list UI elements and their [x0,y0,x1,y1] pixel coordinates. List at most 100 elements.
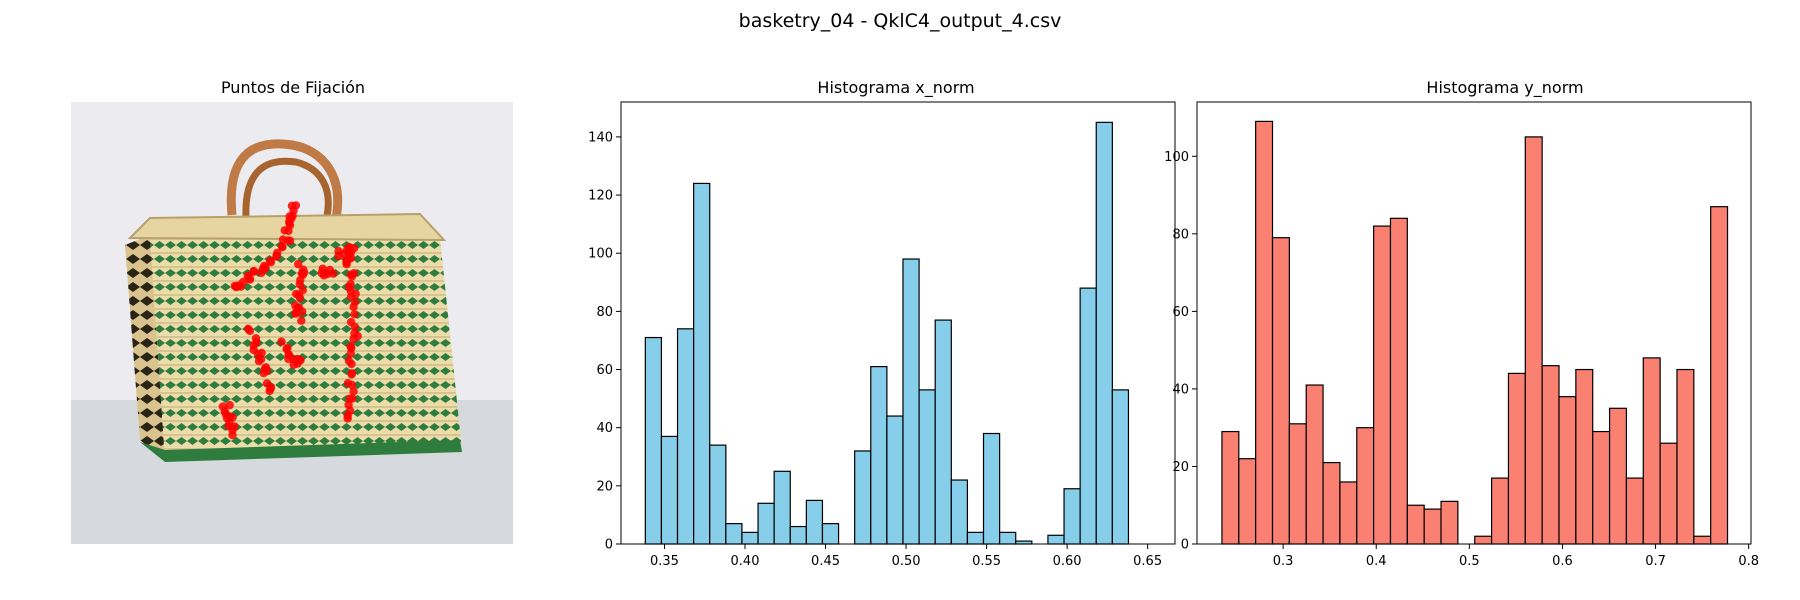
histogram-bar [902,258,920,545]
fixation-point [245,326,255,336]
x-tick-label: 0.8 [1738,554,1759,569]
histogram-bar [1373,225,1392,545]
histogram-bar [1558,396,1577,545]
histogram-bar [1490,477,1510,545]
histogram-bar [918,389,936,545]
fixation-point [296,356,305,365]
histogram-bar [821,523,840,545]
basket-handle-1 [226,139,343,219]
histogram-bar [1710,206,1729,545]
histogram-bar [982,432,1001,545]
fixation-point [294,259,303,269]
x-tick-label: 0.55 [972,554,1001,569]
y-tick-label: 20 [596,479,613,494]
histogram-bar [789,525,807,545]
x-tick-label: 0.6 [1552,554,1573,569]
histogram-bar [1541,365,1560,545]
fixation-point [225,400,234,410]
histogram-bar [999,531,1017,545]
histogram-bar [1406,504,1425,545]
plot-frame [1196,101,1752,545]
basket-photo [71,102,513,544]
fixation-point [342,256,351,266]
y-axis-ticks: 0 20 40 60 80 100 [1164,150,1197,553]
chart-title: Histograma x_norm [817,78,974,98]
histogram-bar [1676,368,1695,545]
histogram-bar [966,531,985,545]
chart-title: Histograma y_norm [1426,78,1583,98]
x-tick-label: 0.35 [650,554,679,569]
fixation-point [348,394,357,403]
histogram-bar [870,366,888,545]
fixation-point [228,430,237,440]
fixation-point [350,310,359,319]
x-axis-ticks: 0.35 0.40 0.45 0.50 0.55 0.60 0.65 [650,544,1162,569]
fixation-point [249,267,258,276]
histogram-bar [1625,477,1644,545]
y-tick-label: 140 [588,130,613,145]
fixation-point [284,354,293,364]
histogram-bar [1592,430,1611,545]
histogram-bar [1305,384,1324,545]
histogram-bar [1659,442,1678,545]
histogram-bar [1095,121,1113,545]
histogram-bar [1271,237,1290,545]
histogram-bar [676,328,695,545]
y-tick-label: 80 [1172,227,1189,242]
fixation-point [347,380,357,390]
fixation-point [257,268,266,278]
fixation-points [218,201,362,440]
figure-title: basketry_04 - QklC4_output_4.csv [739,10,1062,32]
histogram-bar [1423,508,1442,545]
y-tick-label: 120 [588,189,613,204]
histogram-bar [709,444,727,545]
histogram-bar [1356,427,1375,545]
y-tick-label: 20 [1172,460,1189,475]
histogram-bar [725,523,743,545]
histogram-bar [693,182,711,545]
x-tick-label: 0.7 [1645,554,1666,569]
histogram-x-norm: Histograma x_norm 0 20 40 60 80 100 120 140 0.3… [588,78,1176,569]
histogram-bar [1474,535,1493,545]
fixation-point [272,252,281,261]
histogram-bar [1642,357,1661,545]
fixation-point [325,265,334,275]
plot-frame [620,101,1176,545]
x-tick-label: 0.5 [1459,554,1480,569]
x-tick-label: 0.45 [811,554,840,569]
x-tick-label: 0.50 [892,554,921,569]
fixation-point [245,274,254,283]
histogram-bar [1288,423,1307,545]
x-tick-label: 0.40 [731,554,760,569]
histogram-bar [1575,368,1594,545]
fixation-point [291,309,300,318]
y-tick-label: 60 [1172,305,1189,320]
histogram-bar [1524,136,1543,545]
y-tick-label: 60 [596,363,613,378]
fixation-point [347,359,356,369]
x-axis-ticks: 0.3 0.4 0.5 0.6 0.7 0.8 [1273,544,1759,569]
y-tick-label: 100 [588,247,613,262]
histogram-bar [660,435,679,545]
fixation-point [277,337,286,346]
histogram-bar [1111,389,1130,545]
y-tick-label: 40 [1172,382,1189,397]
histogram-bar [757,502,775,545]
histogram-bar [805,499,824,545]
fixation-point [319,271,329,280]
histogram-bars [1221,120,1729,545]
histogram-bar [1608,407,1628,545]
histogram-bar [1339,481,1358,545]
y-axis-ticks: 0 20 40 60 80 100 120 140 [588,130,621,553]
histogram-bar [1693,535,1712,545]
histogram-bar [1255,120,1274,545]
fixation-point [232,282,241,292]
y-tick-label: 100 [1164,150,1189,165]
fixation-image-panel: Puntos de Fijación [71,78,513,544]
fixation-point [254,356,264,366]
histogram-bar [1507,372,1526,545]
histogram-bar [1440,500,1459,545]
fixation-point [347,370,356,379]
histogram-bars [644,121,1130,545]
